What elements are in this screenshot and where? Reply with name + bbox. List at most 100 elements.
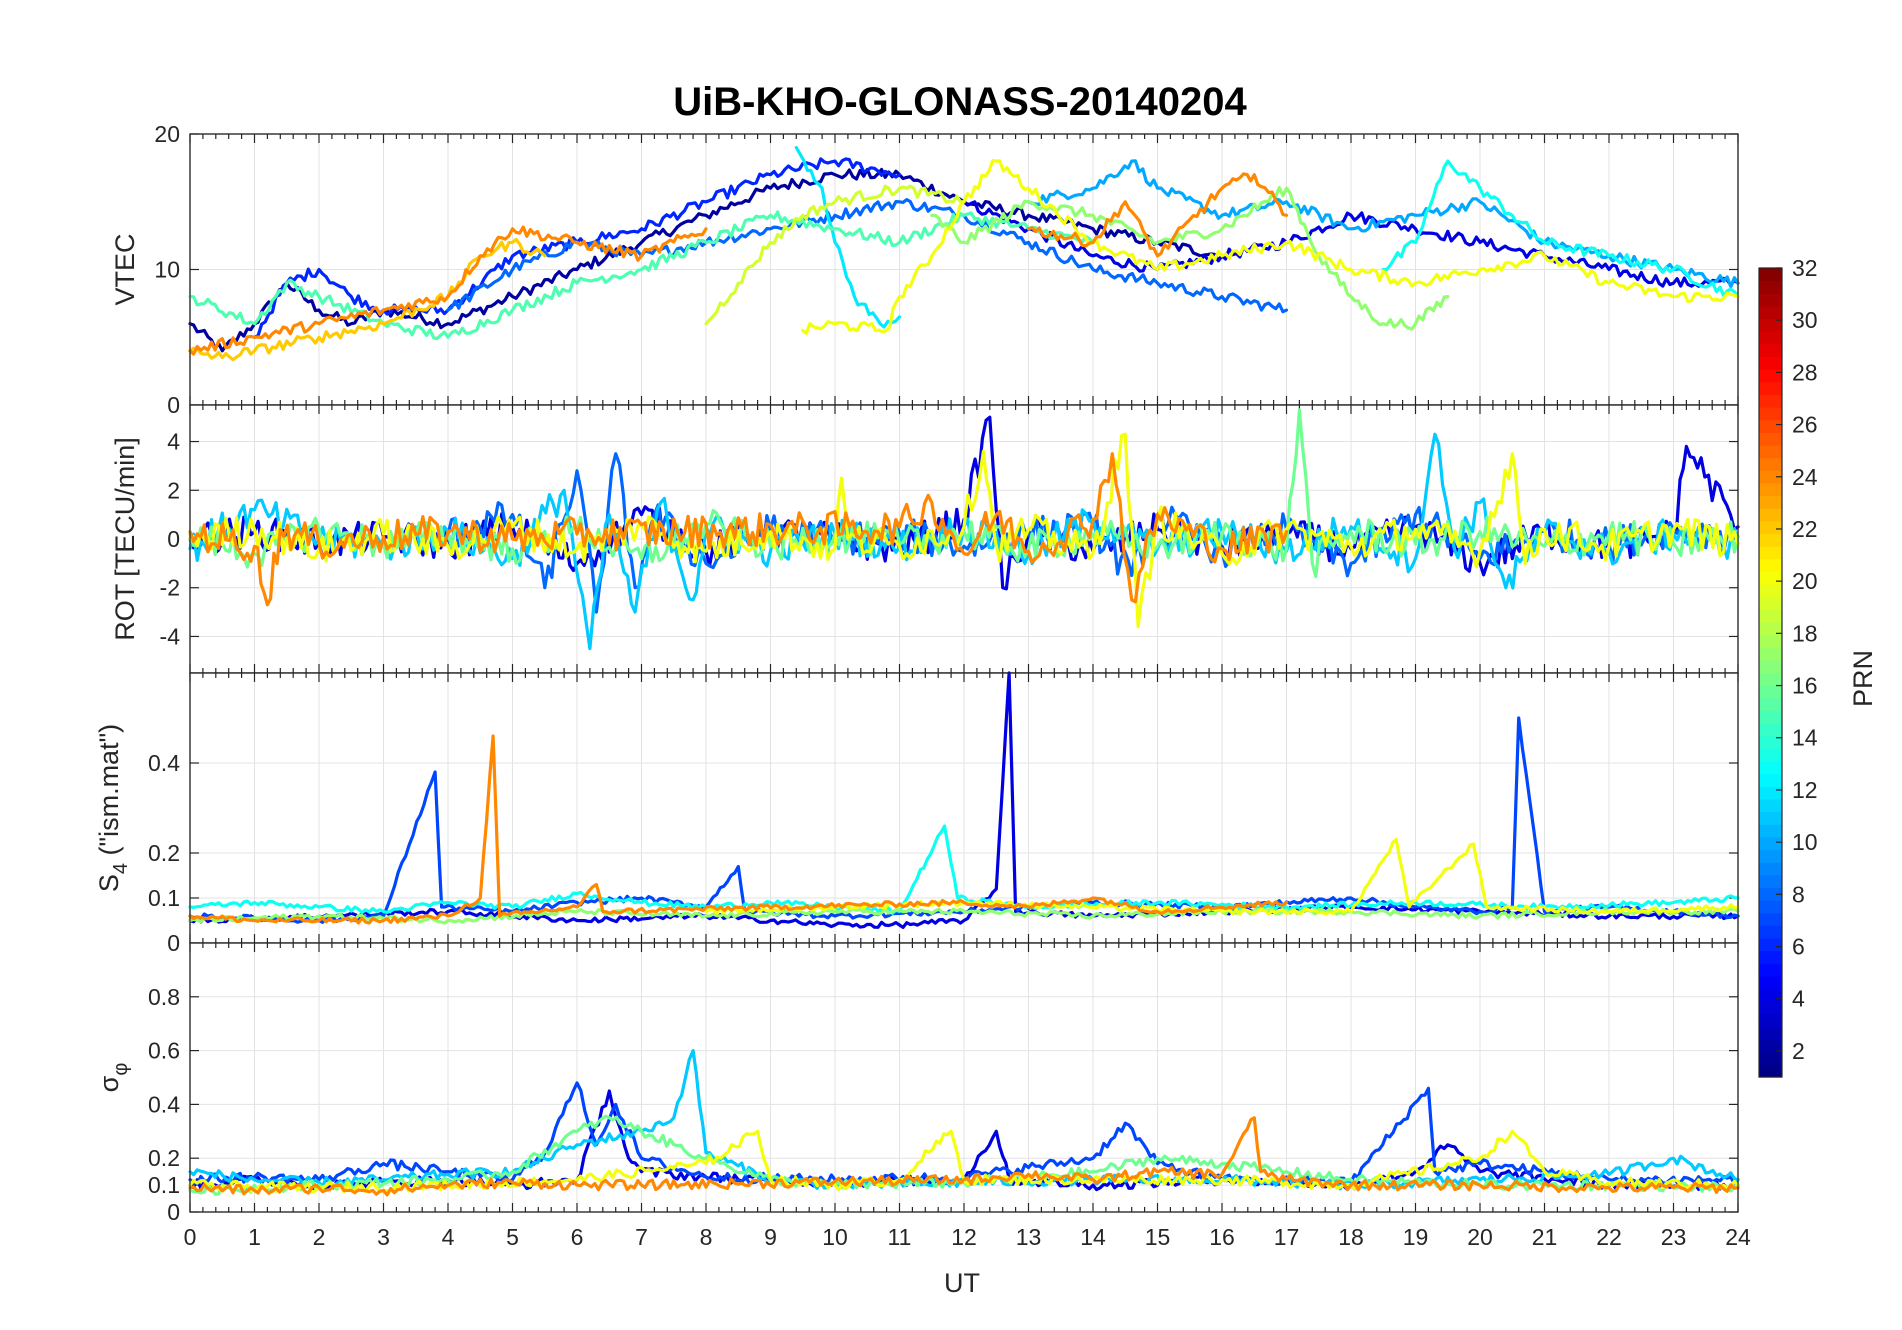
x-tick-label: 14 (1080, 1224, 1106, 1250)
colorbar-segment (1759, 697, 1782, 712)
trace-prn-4 (962, 200, 1740, 288)
x-tick-label: 1 (248, 1224, 261, 1250)
colorbar-segment (1759, 1001, 1782, 1015)
y-tick-label: 4 (167, 429, 180, 455)
colorbar-segment (1759, 773, 1782, 787)
plot-frame (189, 942, 1739, 1213)
panel-vtec: 0 10 20 VTEC (110, 121, 1740, 418)
colorbar-segment (1759, 331, 1782, 345)
x-tick-label: 2 (313, 1224, 326, 1250)
colorbar-segment (1759, 1064, 1782, 1078)
y-axis-label: σφ (94, 1063, 132, 1093)
colorbar-tick-label: 4 (1792, 986, 1805, 1012)
colorbar-segment (1759, 318, 1782, 332)
colorbar-segment (1759, 798, 1782, 813)
colorbar-segment (1759, 558, 1782, 572)
colorbar-segment (1759, 811, 1782, 825)
colorbar-segment (1759, 381, 1782, 396)
colorbar-segment (1759, 1051, 1782, 1065)
trace-prn-13 (188, 824, 1740, 916)
colorbar-tick-label: 8 (1792, 881, 1805, 907)
panel-s4: 0 0.1 0.2 0.4 S4 ("ism.mat") (94, 671, 1740, 956)
y-tick-label: 0 (167, 1199, 180, 1225)
x-tick-label: 12 (951, 1224, 977, 1250)
x-tick-label: 0 (184, 1224, 197, 1250)
colorbar-segment (1759, 950, 1782, 964)
x-tick-label: 16 (1209, 1224, 1235, 1250)
x-axis-label: UT (944, 1268, 980, 1298)
y-tick-label: -2 (160, 575, 180, 601)
colorbar-tick-label: 12 (1792, 777, 1818, 803)
colorbar-segment (1759, 268, 1782, 282)
colorbar-segment (1759, 836, 1782, 851)
colorbar-segment (1759, 912, 1782, 926)
trace-prn-13 (1381, 159, 1740, 299)
colorbar-tick-label: 28 (1792, 359, 1818, 385)
colorbar-segment (1759, 963, 1782, 977)
colorbar-segment (1759, 710, 1782, 724)
x-tick-label: 6 (571, 1224, 584, 1250)
trace-prn-24 (188, 1116, 1740, 1197)
y-tick-label: -4 (160, 623, 181, 649)
x-tick-label: 4 (442, 1224, 455, 1250)
y-axis-label-main: σ (94, 1075, 124, 1092)
colorbar-segment (1759, 609, 1782, 623)
colorbar-segment (1759, 672, 1782, 686)
colorbar-tick-label: 16 (1792, 673, 1818, 699)
colorbar-segment (1759, 760, 1782, 775)
colorbar-segment (1759, 621, 1782, 636)
colorbar-tick-label: 24 (1792, 464, 1818, 490)
colorbar-segment (1759, 419, 1782, 433)
y-tick-label: 0.4 (148, 750, 180, 776)
y-tick-label: 0.1 (148, 1172, 180, 1198)
colorbar-segment (1759, 874, 1782, 888)
y-tick-label: 0.4 (148, 1091, 180, 1117)
colorbar-segment (1759, 495, 1782, 509)
y-axis-label: S4 ("ism.mat") (94, 724, 132, 892)
colorbar-segment (1759, 584, 1782, 598)
x-tick-label: 21 (1532, 1224, 1558, 1250)
colorbar-segment (1759, 735, 1782, 749)
colorbar-segment (1759, 280, 1782, 294)
colorbar-segment (1759, 786, 1782, 800)
x-tick-label: 13 (1016, 1224, 1042, 1250)
x-tick-label: 8 (700, 1224, 713, 1250)
colorbar-segment (1759, 988, 1782, 1002)
colorbar-label: PRN (1848, 650, 1878, 707)
colorbar-tick-label: 14 (1792, 725, 1818, 751)
trace-prn-24 (188, 452, 1289, 607)
colorbar-segment (1759, 356, 1782, 370)
colorbar-segment (1759, 748, 1782, 762)
colorbar-segment (1759, 293, 1782, 307)
y-tick-label: 0 (167, 392, 180, 418)
x-tick-label: 22 (1596, 1224, 1622, 1250)
x-tick-label: 18 (1338, 1224, 1364, 1250)
trace-prn-17 (188, 907, 1740, 925)
x-tick-label: 11 (888, 1224, 912, 1250)
colorbar-segment (1759, 849, 1782, 863)
colorbar-segment (1759, 444, 1782, 459)
colorbar-segment (1759, 887, 1782, 901)
colorbar-segment (1759, 470, 1782, 484)
x-tick-label: 7 (635, 1224, 648, 1250)
colorbar-segment (1759, 432, 1782, 446)
y-axis-label: VTEC (110, 233, 140, 305)
colorbar-tick-label: 2 (1792, 1038, 1805, 1064)
trace-prn-12 (794, 146, 902, 329)
x-tick-label: 17 (1274, 1224, 1300, 1250)
panel-rot: -4 -2 0 2 4 ROT [TECU/min] (110, 404, 1740, 674)
colorbar-segment (1759, 457, 1782, 471)
colorbar-segment (1759, 394, 1782, 408)
y-tick-label: 0 (167, 526, 180, 552)
y-axis-label-sub: φ (110, 1063, 132, 1076)
trace-prn-22 (188, 237, 547, 362)
colorbar-segment (1759, 824, 1782, 838)
x-tick-label: 24 (1725, 1224, 1751, 1250)
colorbar-segment (1759, 685, 1782, 699)
x-tick-label: 20 (1467, 1224, 1493, 1250)
y-tick-label: 0 (167, 930, 180, 956)
trace-prn-19 (704, 184, 966, 326)
y-tick-label: 0.8 (148, 984, 180, 1010)
colorbar-tick-label: 18 (1792, 620, 1818, 646)
